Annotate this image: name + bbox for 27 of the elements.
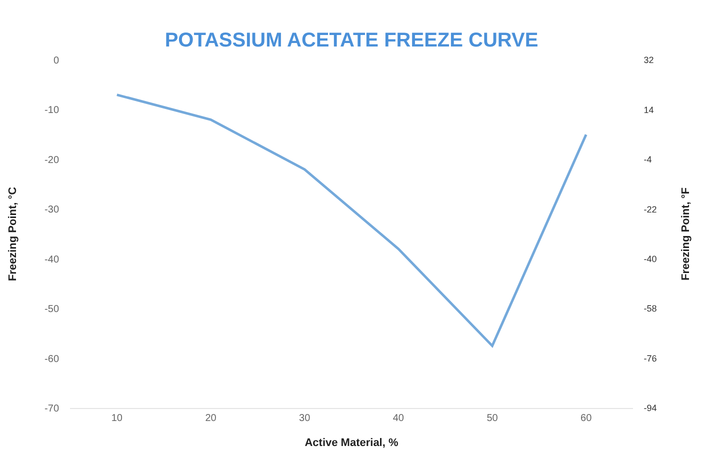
x-tick-label: 10 (111, 413, 123, 424)
y-tick-label: -40 (44, 254, 60, 266)
y-tick-label: -60 (44, 354, 60, 365)
y2-tick-label: -76 (644, 353, 657, 364)
y-tick-label: -10 (44, 105, 60, 116)
y2-axis-title: Freezing Point, °F (680, 187, 692, 281)
y-tick-label: 0 (53, 56, 60, 66)
x-tick-label: 60 (580, 413, 592, 424)
y2-tick-label: -94 (644, 403, 657, 414)
x-tick-label: 40 (392, 413, 404, 424)
y-axis-title: Freezing Point, °C (7, 186, 20, 282)
y2-tick-label: 14 (644, 104, 654, 115)
x-tick-label: 50 (486, 413, 498, 424)
y-tick-label: -50 (44, 304, 60, 316)
x-tick-label: 20 (205, 413, 217, 424)
y2-tick-label: 32 (644, 55, 654, 66)
y2-tick-label: -40 (644, 254, 657, 264)
x-tick-label: 30 (299, 413, 311, 424)
y-tick-label: -30 (44, 204, 60, 216)
chart-title: POTASSIUM ACETATE FREEZE CURVE (164, 29, 538, 52)
y2-tick-label: -58 (644, 304, 657, 314)
y2-tick-label: -4 (644, 154, 652, 165)
y-tick-label: -20 (44, 154, 60, 166)
y-tick-label: -70 (44, 404, 60, 414)
x-axis-title: Active Material, % (304, 437, 398, 450)
line-series (116, 94, 588, 348)
y2-tick-label: -22 (644, 204, 657, 214)
